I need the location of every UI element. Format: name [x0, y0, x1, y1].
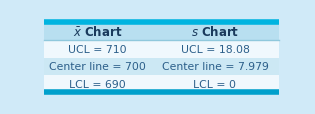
Text: Center line = 700: Center line = 700	[49, 62, 146, 72]
Text: $\bar{x}$ Chart: $\bar{x}$ Chart	[72, 25, 122, 39]
Bar	[44, 22, 279, 41]
Text: LCL = 690: LCL = 690	[69, 79, 126, 89]
Text: UCL = 710: UCL = 710	[68, 45, 127, 55]
Text: Center line = 7.979: Center line = 7.979	[162, 62, 268, 72]
Bar	[44, 75, 279, 93]
Bar	[44, 58, 279, 75]
Text: LCL = 0: LCL = 0	[193, 79, 237, 89]
Text: $s$ Chart: $s$ Chart	[191, 25, 239, 39]
Text: UCL = 18.08: UCL = 18.08	[180, 45, 249, 55]
Bar	[44, 41, 279, 58]
